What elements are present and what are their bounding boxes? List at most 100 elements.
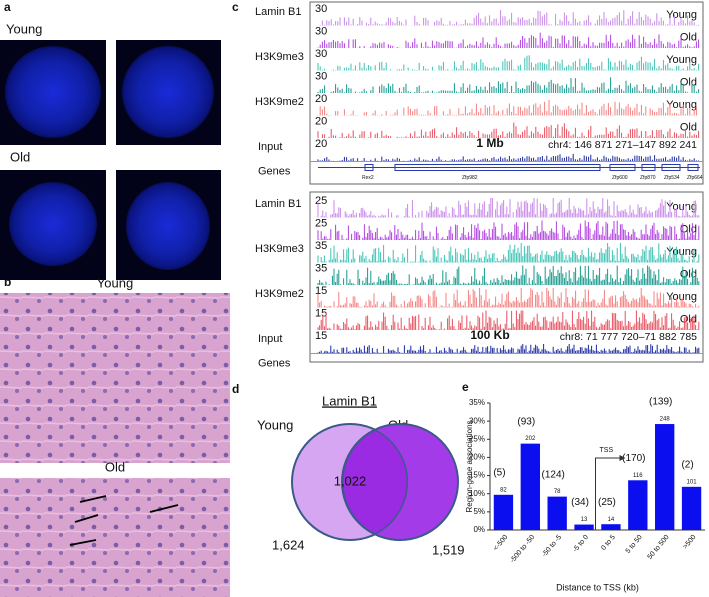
- track-scale: 20: [315, 93, 327, 105]
- gene-count: (170): [622, 453, 645, 464]
- x-tick-label: -50 to -5: [541, 534, 563, 559]
- bar-count: 248: [660, 417, 671, 423]
- gene-name: Zfp870: [640, 175, 656, 181]
- y-tick-label: 30%: [469, 416, 485, 425]
- signal-track: [317, 220, 700, 240]
- annotation: TSS: [600, 447, 614, 454]
- track-scale: 25: [315, 217, 327, 229]
- nucleus: [122, 46, 214, 138]
- signal-track: [317, 243, 700, 263]
- bar: [574, 524, 594, 530]
- y-tick-label: 10%: [469, 489, 485, 498]
- track-label: H3K9me3: [255, 51, 304, 63]
- venn-title: Lamin B1: [322, 393, 377, 408]
- bar: [547, 496, 567, 530]
- gene: [687, 164, 699, 171]
- histology-image: [0, 478, 230, 597]
- x-axis-label: Distance to TSS (kb): [556, 582, 639, 592]
- signal-track: [317, 288, 700, 308]
- track-scale: 15: [315, 285, 327, 297]
- signal-track: [317, 344, 700, 353]
- y-tick-label: 5%: [473, 507, 485, 516]
- track-group: Young: [666, 246, 697, 258]
- track-label: H3K9me3: [255, 243, 304, 255]
- signal-track: [317, 198, 700, 218]
- gene-count: (5): [493, 467, 505, 478]
- panel-label: a: [4, 0, 11, 14]
- venn-count: 1,519: [432, 542, 465, 557]
- track-scale: 30: [315, 25, 327, 37]
- panel-label: b: [4, 275, 11, 289]
- venn-count: 1,624: [272, 537, 305, 552]
- track-label: Genes: [258, 357, 291, 369]
- gene-count: (25): [598, 497, 616, 508]
- venn-label: Young: [257, 417, 293, 432]
- signal-track: [317, 32, 700, 48]
- track-group: Young: [666, 291, 697, 303]
- venn-count: 1,022: [334, 473, 367, 488]
- bar: [628, 480, 648, 530]
- track-scale: 35: [315, 262, 327, 274]
- gene-count: (139): [649, 397, 672, 408]
- y-tick-label: 35%: [469, 398, 485, 407]
- signal-track: [319, 10, 700, 26]
- track-label: Lamin B1: [255, 6, 301, 18]
- bar-count: 116: [633, 473, 643, 479]
- y-tick-label: 20%: [469, 453, 485, 462]
- track-scale: 25: [315, 195, 327, 207]
- track-label: Input: [258, 333, 282, 345]
- group-label: Old: [105, 459, 125, 474]
- y-axis-label: Region-gene associations: [465, 420, 474, 512]
- x-tick-label: 50 to 500: [646, 534, 670, 561]
- track-label: Genes: [258, 165, 291, 177]
- gene-name: Zfp534: [664, 175, 680, 181]
- locus: chr4: 146 871 271–147 892 241: [548, 139, 697, 151]
- y-tick-label: 0%: [473, 525, 485, 534]
- arrows: [69, 495, 179, 546]
- browser-box: [309, 191, 704, 363]
- signal-track: [317, 55, 700, 71]
- gene-count: (93): [517, 416, 535, 427]
- panel-label: d: [232, 382, 239, 396]
- signal-track: [317, 77, 700, 93]
- x-tick-label: <-500: [492, 534, 509, 552]
- group-label: Young: [97, 275, 133, 290]
- gene-name: Zfp664: [687, 175, 703, 181]
- track-group: Young: [666, 99, 697, 111]
- track-group: Young: [666, 201, 697, 213]
- track-group: Old: [680, 121, 697, 133]
- panel-label: c: [232, 0, 239, 14]
- histology-image: [0, 293, 230, 463]
- gene: [609, 164, 636, 171]
- track-scale: 20: [315, 138, 327, 150]
- track-group: Young: [666, 54, 697, 66]
- track-group: Old: [680, 31, 697, 43]
- signal-track: [317, 153, 700, 161]
- bar-count: 101: [687, 479, 698, 485]
- x-tick-label: >500: [682, 534, 698, 551]
- track-label: H3K9me2: [255, 96, 304, 108]
- signal-track: [317, 122, 700, 138]
- bar: [520, 443, 540, 530]
- gene-name: Zfp982: [462, 175, 478, 181]
- gene-count: (124): [542, 469, 565, 480]
- track-scale: 15: [315, 307, 327, 319]
- gene: [364, 164, 374, 171]
- x-tick-label: -500 to -50: [509, 534, 536, 565]
- y-tick-label: 15%: [469, 471, 485, 480]
- signal-track: [317, 265, 700, 285]
- gene-count: (34): [571, 497, 589, 508]
- track-label: Input: [258, 141, 282, 153]
- gene: [394, 164, 601, 171]
- track-label: H3K9me2: [255, 288, 304, 300]
- gene: [661, 164, 681, 171]
- track-scale: 35: [315, 240, 327, 252]
- track-label: Lamin B1: [255, 198, 301, 210]
- track-scale: 30: [315, 3, 327, 15]
- group-label: Young: [6, 21, 42, 36]
- scale-bar: 1 Mb: [476, 136, 503, 150]
- track-scale: 15: [315, 330, 327, 342]
- gene-count: (2): [681, 459, 693, 470]
- track-group: Young: [666, 9, 697, 21]
